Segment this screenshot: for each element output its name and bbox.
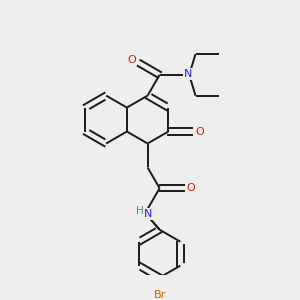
Text: H: H xyxy=(136,206,144,216)
Text: O: O xyxy=(187,183,195,193)
Text: O: O xyxy=(195,127,204,136)
Text: N: N xyxy=(144,209,153,219)
Text: Br: Br xyxy=(154,290,166,300)
Text: O: O xyxy=(128,55,136,64)
Text: N: N xyxy=(184,69,192,79)
